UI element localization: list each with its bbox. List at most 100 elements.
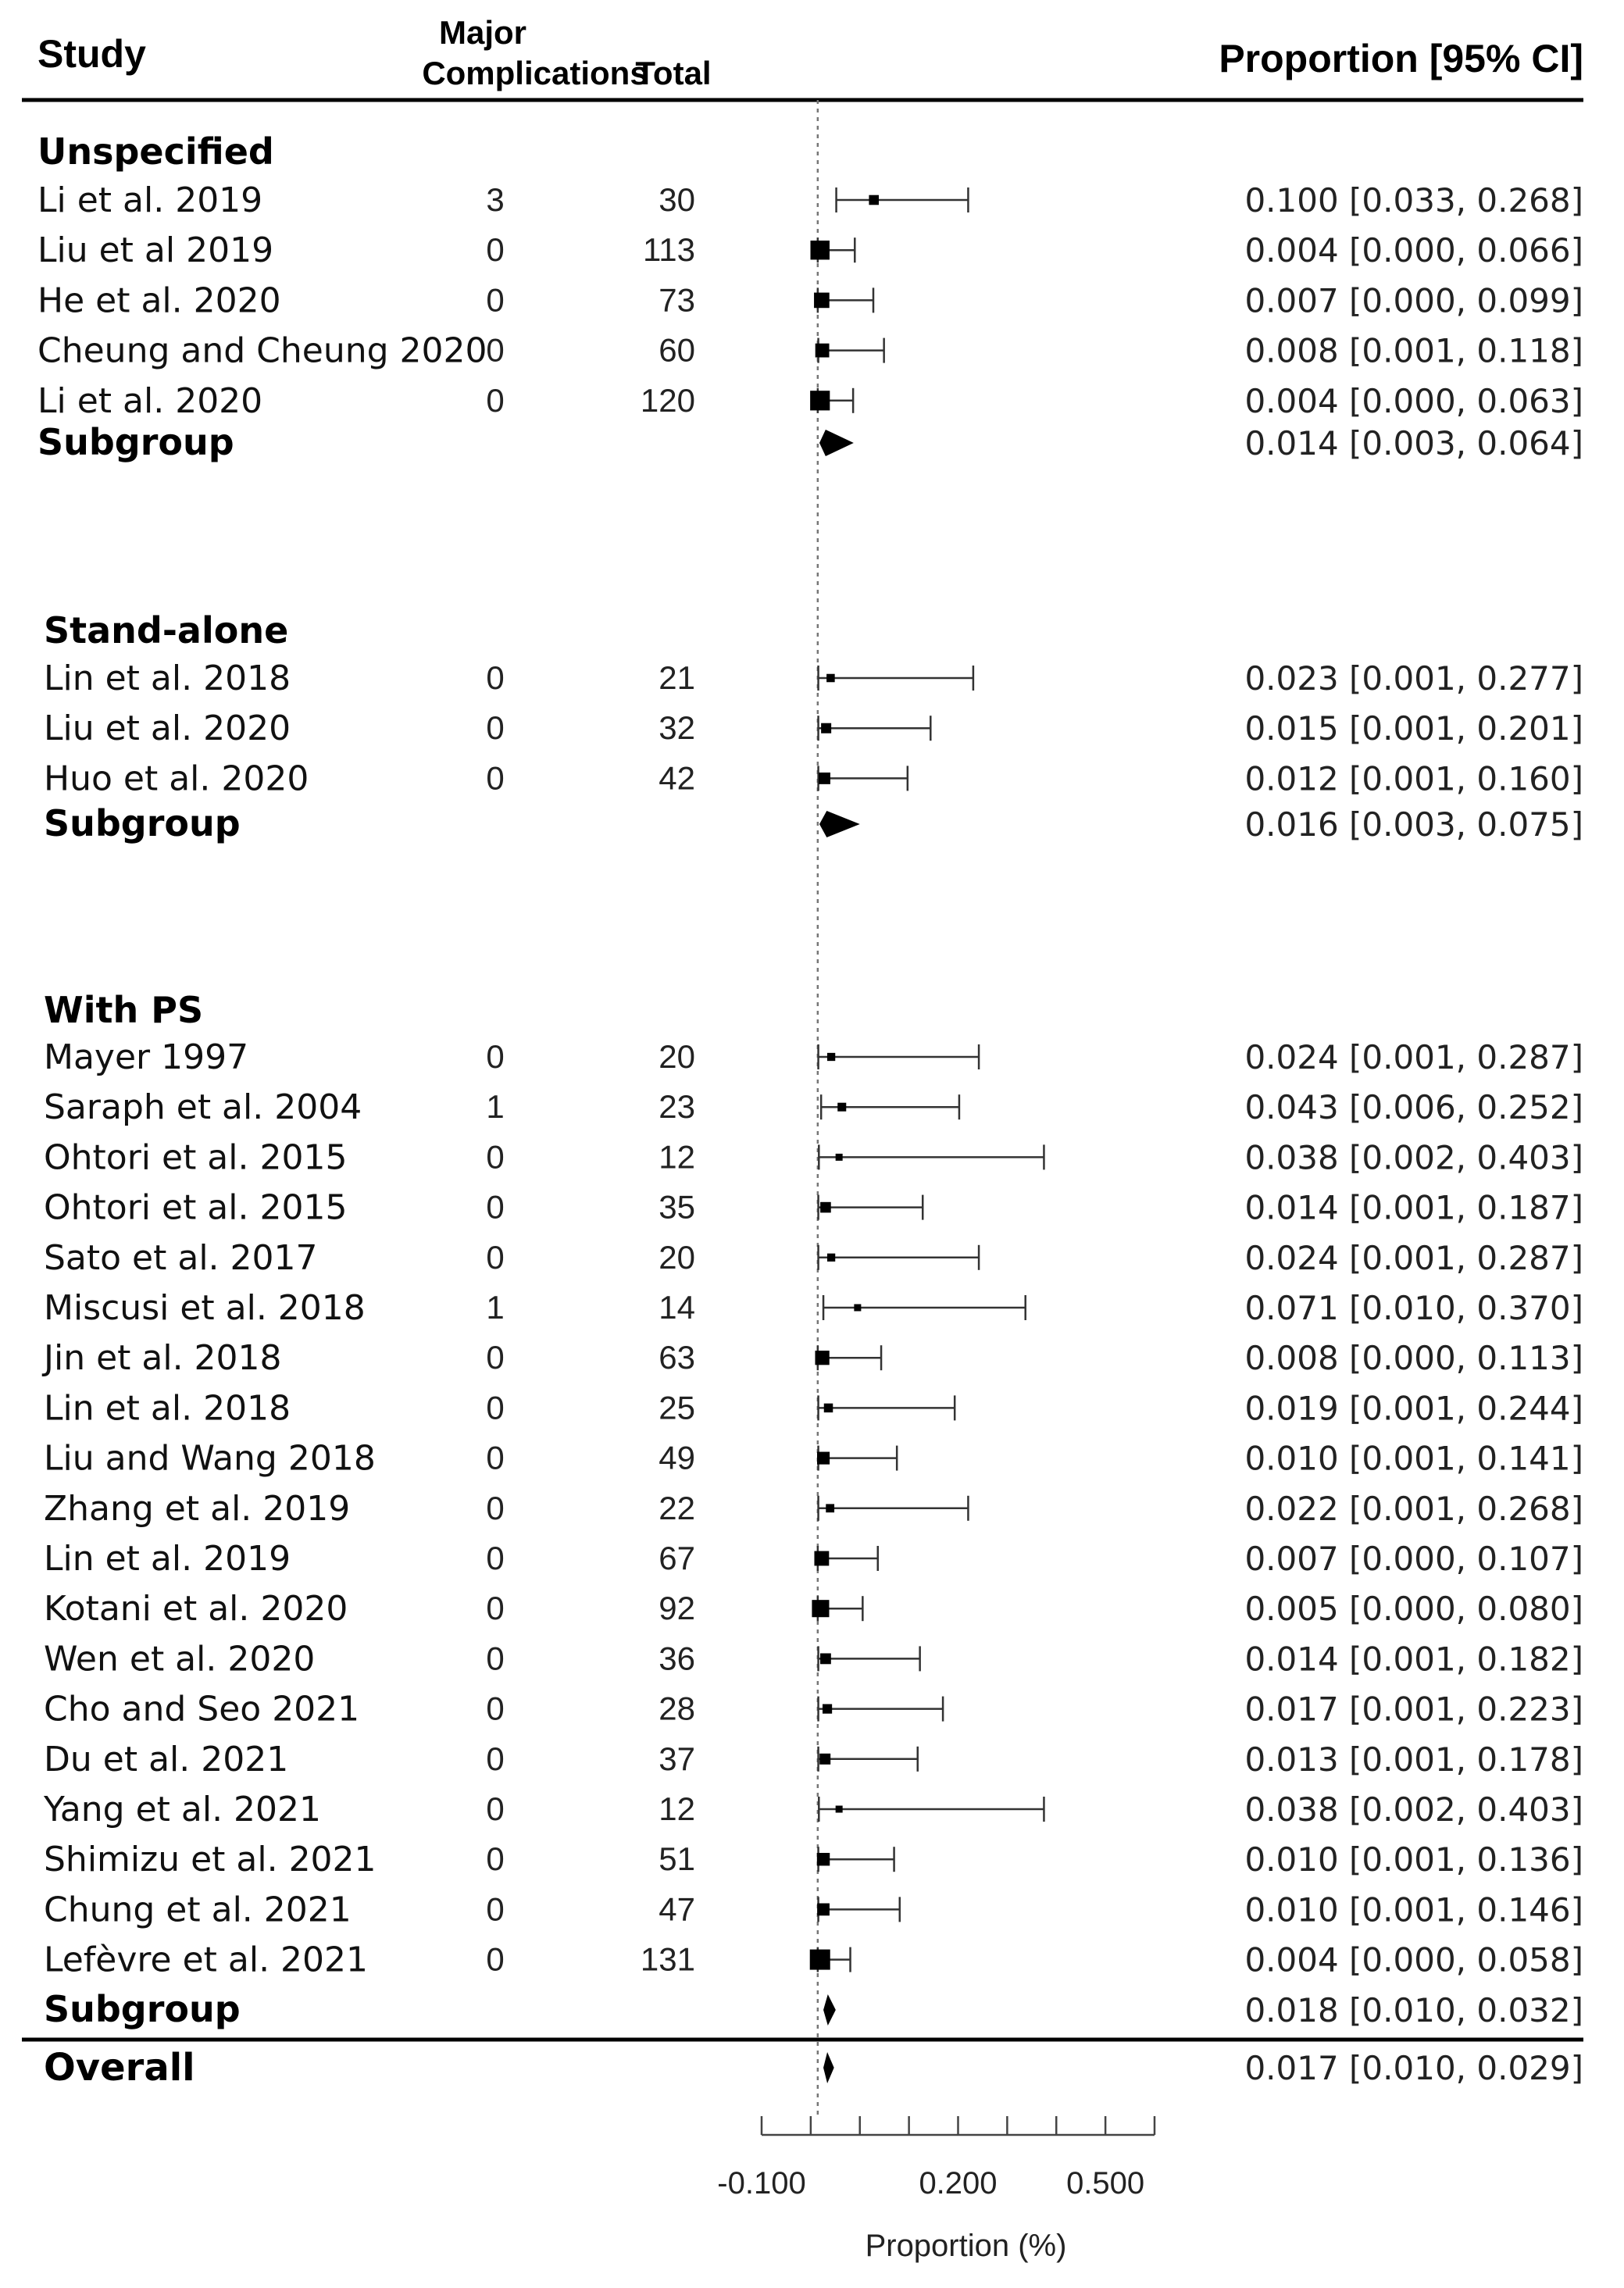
events-count: 0 — [486, 1138, 504, 1175]
group-title: Unspecified — [37, 130, 274, 173]
total-count: 120 — [641, 382, 695, 419]
total-count: 36 — [659, 1640, 695, 1676]
total-count: 20 — [659, 1239, 695, 1276]
point-estimate — [835, 1805, 843, 1813]
x-axis-label: Proportion (%) — [866, 2229, 1067, 2263]
total-count: 25 — [659, 1389, 695, 1426]
events-count: 0 — [486, 1590, 504, 1626]
ci-label: 0.023 [0.001, 0.277] — [1244, 659, 1583, 698]
study-name: Mayer 1997 — [44, 1037, 248, 1077]
ci-label: 0.038 [0.002, 0.403] — [1244, 1138, 1583, 1176]
total-count: 32 — [659, 709, 695, 746]
point-estimate — [826, 673, 835, 683]
group-title: With PS — [44, 989, 203, 1031]
point-estimate — [819, 1753, 831, 1765]
ci-label: 0.012 [0.001, 0.160] — [1244, 759, 1583, 798]
events-count: 0 — [486, 1239, 504, 1276]
total-count: 28 — [659, 1690, 695, 1727]
events-count: 0 — [486, 1339, 504, 1376]
total-count: 14 — [659, 1289, 695, 1326]
ci-label: 0.015 [0.001, 0.201] — [1244, 709, 1583, 748]
header-total: Total — [635, 55, 711, 91]
events-count: 0 — [486, 1840, 504, 1877]
point-estimate — [809, 1949, 830, 1970]
subgroup-title: Subgroup — [37, 421, 234, 463]
ci-label: 0.043 [0.006, 0.252] — [1244, 1088, 1583, 1126]
subgroup-diamond — [819, 430, 854, 456]
study-name: Li et al. 2020 — [37, 381, 262, 421]
events-count: 0 — [486, 1540, 504, 1576]
ci-label: 0.024 [0.001, 0.287] — [1244, 1239, 1583, 1277]
events-count: 0 — [486, 1790, 504, 1827]
study-name: Lin et al. 2018 — [44, 659, 291, 698]
study-name: Lefèvre et al. 2021 — [44, 1940, 368, 1980]
study-name: Liu et al 2019 — [37, 230, 273, 270]
study-name: Jin et al. 2018 — [41, 1338, 282, 1378]
ci-label: 0.005 [0.000, 0.080] — [1244, 1590, 1583, 1628]
total-count: 20 — [659, 1038, 695, 1075]
total-count: 42 — [659, 759, 695, 796]
total-count: 22 — [659, 1490, 695, 1526]
ci-label: 0.004 [0.000, 0.066] — [1244, 231, 1583, 269]
ci-label: 0.008 [0.001, 0.118] — [1244, 332, 1583, 370]
ci-label: 0.071 [0.010, 0.370] — [1244, 1289, 1583, 1327]
events-count: 0 — [486, 1740, 504, 1777]
total-count: 37 — [659, 1740, 695, 1777]
total-count: 60 — [659, 332, 695, 369]
ci-label: 0.004 [0.000, 0.063] — [1244, 382, 1583, 420]
total-count: 49 — [659, 1440, 695, 1476]
study-name: Cho and Seo 2021 — [44, 1690, 359, 1729]
events-count: 0 — [486, 759, 504, 796]
point-estimate — [814, 292, 830, 309]
point-estimate — [854, 1304, 862, 1312]
ci-label: 0.019 [0.001, 0.244] — [1244, 1389, 1583, 1427]
ci-label: 0.038 [0.002, 0.403] — [1244, 1790, 1583, 1829]
overall-title: Overall — [44, 2046, 195, 2090]
study-name: Saraph et al. 2004 — [44, 1087, 362, 1127]
ci-label: 0.007 [0.000, 0.099] — [1244, 281, 1583, 319]
x-tick-label: 0.200 — [919, 2166, 997, 2201]
events-count: 0 — [486, 709, 504, 746]
header-study: Study — [37, 32, 146, 76]
point-estimate — [820, 1653, 831, 1665]
point-estimate — [816, 1852, 830, 1866]
header-events-line2: Complications — [422, 55, 648, 91]
point-estimate — [837, 1102, 847, 1112]
total-count: 73 — [659, 281, 695, 318]
total-count: 12 — [659, 1790, 695, 1827]
total-count: 131 — [641, 1941, 695, 1978]
total-count: 47 — [659, 1890, 695, 1927]
events-count: 1 — [486, 1088, 504, 1125]
x-tick-label: -0.100 — [717, 2166, 805, 2201]
ci-label: 0.022 [0.001, 0.268] — [1244, 1490, 1583, 1528]
events-count: 0 — [486, 1189, 504, 1226]
ci-label: 0.010 [0.001, 0.136] — [1244, 1840, 1583, 1879]
point-estimate — [817, 1903, 830, 1916]
ci-label: 0.007 [0.000, 0.107] — [1244, 1540, 1583, 1578]
events-count: 0 — [486, 1890, 504, 1927]
point-estimate — [869, 195, 880, 205]
ci-label: 0.004 [0.000, 0.058] — [1244, 1941, 1583, 1979]
overall-ci-label: 0.017 [0.010, 0.029] — [1244, 2049, 1583, 2087]
total-count: 67 — [659, 1540, 695, 1576]
point-estimate — [810, 240, 830, 260]
point-estimate — [826, 1504, 835, 1513]
total-count: 113 — [643, 231, 695, 268]
events-count: 0 — [486, 231, 504, 268]
events-count: 0 — [486, 1941, 504, 1978]
point-estimate — [815, 343, 830, 358]
total-count: 30 — [659, 181, 695, 218]
study-name: Liu and Wang 2018 — [44, 1439, 376, 1479]
events-count: 0 — [486, 332, 504, 369]
study-name: Ohtori et al. 2015 — [44, 1137, 347, 1177]
point-estimate — [812, 1600, 830, 1618]
ci-label: 0.014 [0.001, 0.182] — [1244, 1640, 1583, 1678]
point-estimate — [819, 772, 830, 784]
total-count: 12 — [659, 1138, 695, 1175]
study-name: Wen et al. 2020 — [44, 1639, 315, 1679]
total-count: 92 — [659, 1590, 695, 1626]
study-name: Kotani et al. 2020 — [44, 1589, 348, 1629]
events-count: 0 — [486, 1389, 504, 1426]
total-count: 63 — [659, 1339, 695, 1376]
